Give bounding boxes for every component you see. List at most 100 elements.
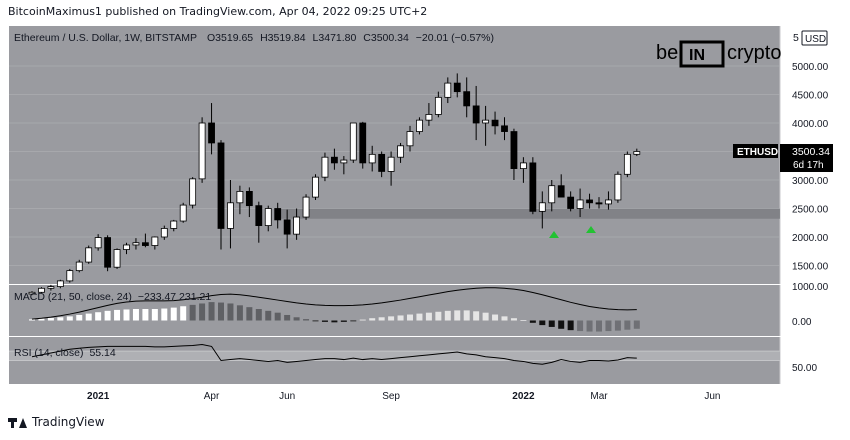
candle xyxy=(104,235,111,272)
time-axis-tick: Mar xyxy=(590,391,608,402)
candle xyxy=(198,117,206,183)
candle-body xyxy=(416,119,423,132)
macd-label: MACD (21, 50, close, 24) −233.47 231.21 xyxy=(14,291,211,303)
price-axis-background xyxy=(780,26,842,384)
time-axis-tick: Jun xyxy=(279,391,295,402)
candle-body xyxy=(444,82,452,98)
macd-bar xyxy=(388,316,395,321)
candle xyxy=(387,151,395,186)
candle-body xyxy=(38,287,45,293)
ohlc-high: 3519.84 xyxy=(268,32,306,44)
price-tag-value: 3500.34 xyxy=(792,146,830,158)
svg-text:IN: IN xyxy=(689,47,705,64)
beincrypto-logo: be IN crypto xyxy=(656,40,781,68)
candle-body xyxy=(340,159,348,164)
candle-body xyxy=(255,205,263,226)
macd-bar xyxy=(425,312,432,321)
macd-bar xyxy=(378,317,385,321)
macd-bar xyxy=(123,309,130,321)
candle-body xyxy=(28,291,36,295)
candle xyxy=(227,180,234,249)
candle-body xyxy=(330,156,338,164)
candle xyxy=(623,151,631,178)
price-panel-background xyxy=(9,26,780,284)
candle-body xyxy=(217,142,225,229)
symbol-tag xyxy=(733,144,778,158)
price-tag xyxy=(780,144,833,172)
candle-body xyxy=(170,220,178,229)
price-axis-tick: 5000.00 xyxy=(792,62,829,73)
ohlc-low-key: L xyxy=(313,32,319,44)
time-axis-tick: 2022 xyxy=(512,391,535,402)
macd-bar xyxy=(312,320,319,322)
macd-bar xyxy=(596,320,602,332)
ohlc-change: −20.01 (−0.57%) xyxy=(416,32,494,44)
candle xyxy=(151,236,159,250)
macd-bar xyxy=(444,310,451,321)
macd-bar xyxy=(492,314,499,321)
published-header: BitcoinMaximus1 published on TradingView… xyxy=(8,5,428,18)
candle-body xyxy=(132,242,140,246)
macd-bar xyxy=(104,310,111,321)
candle xyxy=(85,245,93,264)
macd-bar xyxy=(255,309,262,321)
candle xyxy=(274,202,282,229)
price-tag-countdown: 6d 17h xyxy=(793,160,824,171)
macd-bar xyxy=(161,308,168,321)
macd-bar xyxy=(397,315,404,321)
candle xyxy=(66,268,74,283)
candle-body xyxy=(406,131,414,147)
candle xyxy=(189,177,197,209)
candle xyxy=(56,279,64,289)
candle xyxy=(586,193,593,209)
candle-body xyxy=(586,199,593,204)
candle-body xyxy=(94,237,102,249)
ohlc-low: 3471.80 xyxy=(318,32,356,44)
ohlc-close: 3500.34 xyxy=(371,32,409,44)
macd-bar xyxy=(435,311,442,321)
candle xyxy=(264,205,272,232)
macd-bar xyxy=(463,310,470,321)
candle-body xyxy=(623,153,631,175)
macd-bar xyxy=(218,302,224,321)
scale-top-digit: 5 xyxy=(793,32,799,44)
macd-bar xyxy=(132,309,139,321)
candle-body xyxy=(236,190,244,204)
candle xyxy=(529,157,537,215)
candle-body xyxy=(453,82,461,93)
candle-body xyxy=(208,122,215,144)
candle xyxy=(349,122,357,163)
candle-body xyxy=(425,114,433,121)
candle xyxy=(453,73,461,98)
candle xyxy=(576,188,584,218)
macd-bar xyxy=(227,303,234,321)
candle xyxy=(567,191,575,212)
macd-bar xyxy=(624,320,631,330)
ohlc-open: 3519.65 xyxy=(215,32,253,44)
candle xyxy=(444,77,452,104)
candle xyxy=(378,151,386,178)
candle xyxy=(75,259,83,273)
macd-bar xyxy=(558,320,565,329)
symbol-tag-text: ETHUSD xyxy=(737,147,778,158)
candle xyxy=(113,248,121,269)
macd-bar xyxy=(520,320,527,321)
macd-bar xyxy=(473,311,480,321)
candle xyxy=(397,142,404,163)
macd-bar xyxy=(614,320,621,331)
candle xyxy=(94,234,102,251)
candle xyxy=(38,287,45,294)
currency-box[interactable] xyxy=(801,30,828,46)
candle-body xyxy=(567,196,575,209)
svg-text:be: be xyxy=(656,42,678,64)
macd-bar xyxy=(246,307,253,321)
candle-body xyxy=(557,185,565,198)
candle-body xyxy=(293,216,301,235)
ohlc-open-key: O xyxy=(207,32,215,44)
candle-body xyxy=(378,153,386,172)
candle-body xyxy=(321,156,329,178)
candle-body xyxy=(538,202,546,212)
candle-body xyxy=(151,236,159,246)
candle xyxy=(340,156,348,175)
